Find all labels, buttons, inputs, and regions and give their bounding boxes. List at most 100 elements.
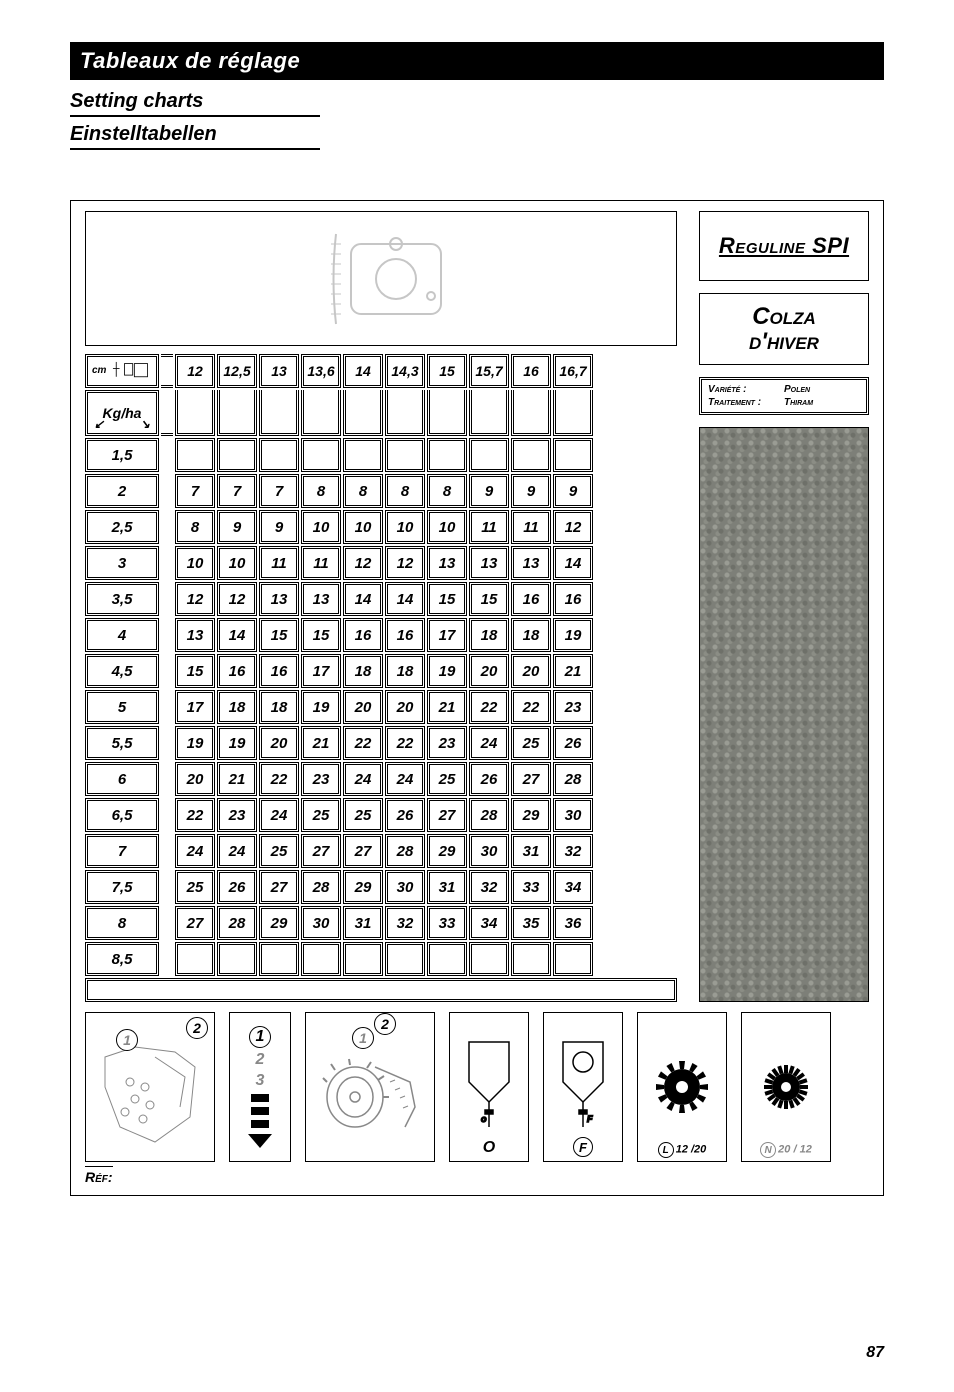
col-header: 12 <box>175 354 215 388</box>
data-cell: 34 <box>553 870 593 904</box>
table-row: 517181819202021222223 <box>85 690 677 724</box>
data-cell: 27 <box>511 762 551 796</box>
row-header: 7 <box>85 834 159 868</box>
data-cell <box>553 942 593 976</box>
data-cell: 14 <box>553 546 593 580</box>
page-number: 87 <box>866 1344 884 1362</box>
bottom-icons-row: 1 2 1 2 3 1 2 <box>85 1012 869 1162</box>
col-header: 12,5 <box>217 354 257 388</box>
row-header: 4 <box>85 618 159 652</box>
data-cell: 16 <box>511 582 551 616</box>
data-cell <box>427 438 467 472</box>
data-cell <box>217 438 257 472</box>
col-header: 14,3 <box>385 354 425 388</box>
data-cell: 21 <box>301 726 341 760</box>
data-cell: 33 <box>511 870 551 904</box>
data-cell: 15 <box>301 618 341 652</box>
data-cell <box>343 942 383 976</box>
data-cell: 9 <box>469 474 509 508</box>
data-cell: 10 <box>427 510 467 544</box>
data-cell: 25 <box>511 726 551 760</box>
table-row: 27778888999 <box>85 474 677 508</box>
data-cell: 10 <box>385 510 425 544</box>
data-cell: 27 <box>427 798 467 832</box>
col-header: 13,6 <box>301 354 341 388</box>
data-cell: 18 <box>511 618 551 652</box>
data-cell: 25 <box>343 798 383 832</box>
data-cell: 18 <box>469 618 509 652</box>
data-cell: 11 <box>259 546 299 580</box>
data-cell: 13 <box>511 546 551 580</box>
data-cell: 32 <box>469 870 509 904</box>
seed-image <box>699 427 869 1002</box>
data-cell: 30 <box>385 870 425 904</box>
row-header: 6,5 <box>85 798 159 832</box>
data-cell: 19 <box>301 690 341 724</box>
table-footer-blank <box>85 978 677 1002</box>
row-header: 5 <box>85 690 159 724</box>
data-cell: 30 <box>301 906 341 940</box>
data-cell: 24 <box>217 834 257 868</box>
data-cell: 9 <box>217 510 257 544</box>
data-cell: 32 <box>553 834 593 868</box>
data-cell: 20 <box>175 762 215 796</box>
data-cell: 19 <box>553 618 593 652</box>
data-cell: 25 <box>427 762 467 796</box>
data-cell: 18 <box>217 690 257 724</box>
data-cell: 7 <box>175 474 215 508</box>
data-cell: 26 <box>217 870 257 904</box>
data-cell: 12 <box>217 582 257 616</box>
table-row: 1,5 <box>85 438 677 472</box>
data-cell: 18 <box>385 654 425 688</box>
data-cell: 27 <box>175 906 215 940</box>
table-row: 2,589910101010111112 <box>85 510 677 544</box>
data-cell: 25 <box>259 834 299 868</box>
data-cell: 14 <box>343 582 383 616</box>
data-cell: 22 <box>175 798 215 832</box>
data-cell: 22 <box>511 690 551 724</box>
ref-label: Réf: <box>85 1166 113 1185</box>
data-cell: 22 <box>343 726 383 760</box>
data-cell: 29 <box>259 906 299 940</box>
data-cell: 21 <box>553 654 593 688</box>
data-cell: 28 <box>385 834 425 868</box>
data-cell: 8 <box>343 474 383 508</box>
data-cell: 15 <box>175 654 215 688</box>
table-row: 310101111121213131314 <box>85 546 677 580</box>
table-row: 620212223242425262728 <box>85 762 677 796</box>
row-header: 1,5 <box>85 438 159 472</box>
data-cell: 31 <box>343 906 383 940</box>
flap-f-label: F <box>573 1137 593 1157</box>
data-cell: 19 <box>427 654 467 688</box>
data-cell: 8 <box>427 474 467 508</box>
data-cell: 7 <box>259 474 299 508</box>
data-cell: 25 <box>301 798 341 832</box>
data-cell: 13 <box>469 546 509 580</box>
table-row: 413141515161617181819 <box>85 618 677 652</box>
data-cell: 26 <box>385 798 425 832</box>
data-cell <box>469 942 509 976</box>
data-cell: 11 <box>469 510 509 544</box>
data-cell: 10 <box>343 510 383 544</box>
data-cell <box>511 438 551 472</box>
data-cell: 8 <box>385 474 425 508</box>
data-cell: 21 <box>427 690 467 724</box>
data-cell: 11 <box>301 546 341 580</box>
data-cell: 18 <box>343 654 383 688</box>
data-cell: 29 <box>427 834 467 868</box>
data-cell: 35 <box>511 906 551 940</box>
data-cell: 10 <box>217 546 257 580</box>
data-cell: 16 <box>343 618 383 652</box>
data-cell: 27 <box>343 834 383 868</box>
icon-flap-f: F F <box>543 1012 623 1162</box>
icon-gear-n: N20 / 12 <box>741 1012 831 1162</box>
data-cell: 27 <box>301 834 341 868</box>
data-cell: 28 <box>217 906 257 940</box>
col-header: 16,7 <box>553 354 593 388</box>
data-cell: 22 <box>385 726 425 760</box>
crop-box: Colzad'hiver <box>699 293 869 365</box>
data-cell: 26 <box>553 726 593 760</box>
data-cell: 21 <box>217 762 257 796</box>
data-cell: 36 <box>553 906 593 940</box>
data-cell <box>301 942 341 976</box>
